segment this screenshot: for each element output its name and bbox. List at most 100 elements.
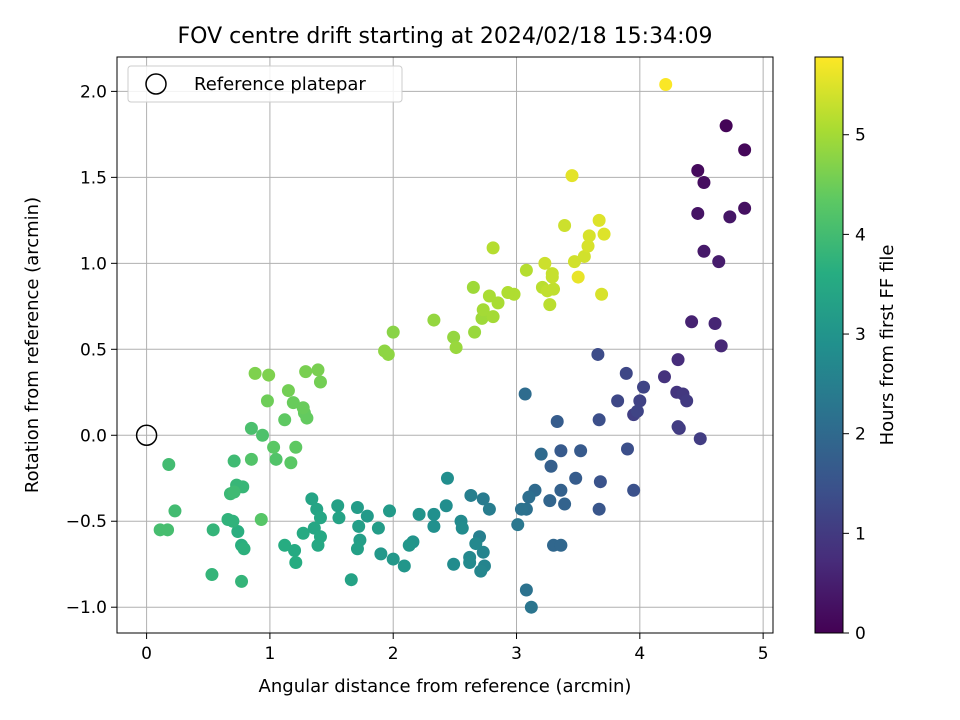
- scatter-point: [708, 317, 722, 331]
- x-tick-label: 1: [264, 644, 275, 664]
- scatter-point: [554, 483, 568, 497]
- scatter-point: [582, 229, 596, 243]
- colorbar-label: Hours from first FF file: [877, 245, 898, 446]
- scatter-point: [427, 507, 441, 521]
- colorbar-tick-label: 3: [855, 325, 866, 345]
- scatter-point: [697, 244, 711, 258]
- x-axis-label: Angular distance from reference (arcmin): [259, 676, 632, 697]
- colorbar: 0 1 2 3 4 5 Hours from first FF file: [814, 56, 898, 644]
- scatter-point: [554, 538, 568, 552]
- scatter-point: [296, 526, 310, 540]
- colorbar-tick-label: 1: [855, 524, 866, 544]
- scatter-point: [288, 543, 302, 557]
- x-tick-label: 3: [511, 644, 522, 664]
- scatter-point: [719, 119, 733, 133]
- scatter-point: [397, 559, 411, 573]
- scatter-point: [344, 573, 358, 587]
- scatter-point: [386, 552, 400, 566]
- colorbar-gradient: [814, 56, 844, 634]
- scatter-point: [427, 519, 441, 533]
- scatter-point: [331, 499, 345, 513]
- scatter-point: [693, 432, 707, 446]
- scatter-point: [595, 287, 609, 301]
- scatter-point: [402, 538, 416, 552]
- scatter-point: [468, 325, 482, 339]
- scatter-point: [350, 542, 364, 556]
- scatter-point: [671, 420, 685, 434]
- scatter-point: [592, 502, 606, 516]
- scatter-point: [221, 513, 235, 527]
- scatter-point: [524, 600, 538, 614]
- scatter-point: [565, 169, 579, 183]
- scatter-point: [482, 502, 496, 516]
- scatter-point: [581, 239, 595, 253]
- y-tick-label: 0.5: [80, 340, 107, 360]
- scatter-point: [482, 289, 496, 303]
- scatter-point: [627, 483, 641, 497]
- scatter-point: [278, 413, 292, 427]
- scatter-point: [464, 488, 478, 502]
- scatter-point: [550, 415, 564, 429]
- scatter-point: [547, 282, 561, 296]
- scatter-point: [296, 401, 310, 415]
- scatter-point: [476, 545, 490, 559]
- colorbar-tick-label: 0: [855, 624, 866, 644]
- scatter-point: [237, 542, 251, 556]
- y-tick-label: 2.0: [80, 82, 107, 102]
- scatter-point: [501, 286, 515, 300]
- scatter-point: [592, 413, 606, 427]
- scatter-point: [574, 444, 588, 458]
- scatter-point: [227, 454, 241, 468]
- chart-title: FOV centre drift starting at 2024/02/18 …: [178, 24, 713, 49]
- scatter-point: [447, 330, 461, 344]
- scatter-point: [486, 310, 500, 324]
- legend: Reference platepar: [127, 65, 403, 103]
- scatter-point: [544, 459, 558, 473]
- scatter-point: [691, 206, 705, 220]
- scatter-point: [469, 537, 483, 551]
- scatter-point: [267, 440, 281, 454]
- scatter-point: [522, 490, 536, 504]
- scatter-point: [554, 444, 568, 458]
- scatter-point: [352, 519, 366, 533]
- scatter-point: [289, 440, 303, 454]
- scatter-point: [286, 396, 300, 410]
- colorbar-tick-label: 2: [855, 425, 866, 445]
- scatter-point: [248, 366, 262, 380]
- scatter-point: [714, 339, 728, 353]
- x-axis: 0 1 2 3 4 5: [141, 633, 769, 664]
- scatter-point: [269, 452, 283, 466]
- scatter-point: [305, 492, 319, 506]
- scatter-point: [231, 525, 245, 539]
- scatter-point: [371, 521, 385, 535]
- scatter-point: [227, 485, 241, 499]
- scatter-point: [518, 387, 532, 401]
- colorbar-tick-label: 4: [855, 225, 866, 245]
- y-tick-label: 1.0: [80, 254, 107, 274]
- scatter-point: [466, 280, 480, 294]
- scatter-point: [567, 255, 581, 269]
- scatter-point: [427, 313, 441, 327]
- plot-frame: [116, 56, 774, 634]
- scatter-point: [476, 492, 490, 506]
- colorbar-ticks: 0 1 2 3 4 5: [843, 126, 866, 644]
- scatter-point: [519, 583, 533, 597]
- scatter-point: [162, 457, 176, 471]
- scatter-point: [350, 500, 364, 514]
- scatter-point: [244, 452, 258, 466]
- scatter-point: [545, 270, 559, 284]
- scatter-point: [659, 78, 673, 92]
- legend-marker-open-circle: [145, 73, 167, 95]
- scatter-point: [386, 325, 400, 339]
- scatter-point: [558, 219, 572, 233]
- scatter-point: [723, 210, 737, 224]
- scatter-point: [538, 256, 552, 270]
- scatter-point: [514, 502, 528, 516]
- scatter-point: [593, 475, 607, 489]
- scatter-point: [463, 556, 477, 570]
- scatter-point: [311, 363, 325, 377]
- scatter-point: [680, 394, 694, 408]
- scatter-point: [278, 538, 292, 552]
- scatter-point: [697, 176, 711, 190]
- scatter-point: [738, 143, 752, 157]
